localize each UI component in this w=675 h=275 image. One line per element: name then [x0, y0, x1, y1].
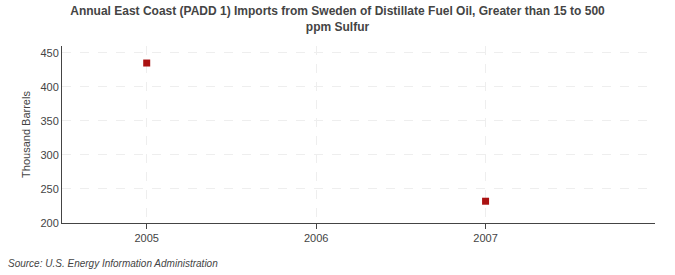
svg-text:2007: 2007 — [473, 232, 497, 244]
svg-text:450: 450 — [40, 47, 58, 59]
svg-text:400: 400 — [40, 81, 58, 93]
svg-text:250: 250 — [40, 183, 58, 195]
svg-text:Source: U.S. Energy Informatio: Source: U.S. Energy Information Administ… — [8, 258, 218, 269]
svg-text:350: 350 — [40, 115, 58, 127]
svg-text:2005: 2005 — [134, 232, 158, 244]
svg-text:300: 300 — [40, 149, 58, 161]
svg-text:2006: 2006 — [304, 232, 328, 244]
svg-text:Annual East Coast (PADD 1) Imp: Annual East Coast (PADD 1) Imports from … — [70, 4, 605, 34]
svg-text:Thousand Barrels: Thousand Barrels — [20, 91, 32, 178]
svg-text:200: 200 — [40, 217, 58, 229]
